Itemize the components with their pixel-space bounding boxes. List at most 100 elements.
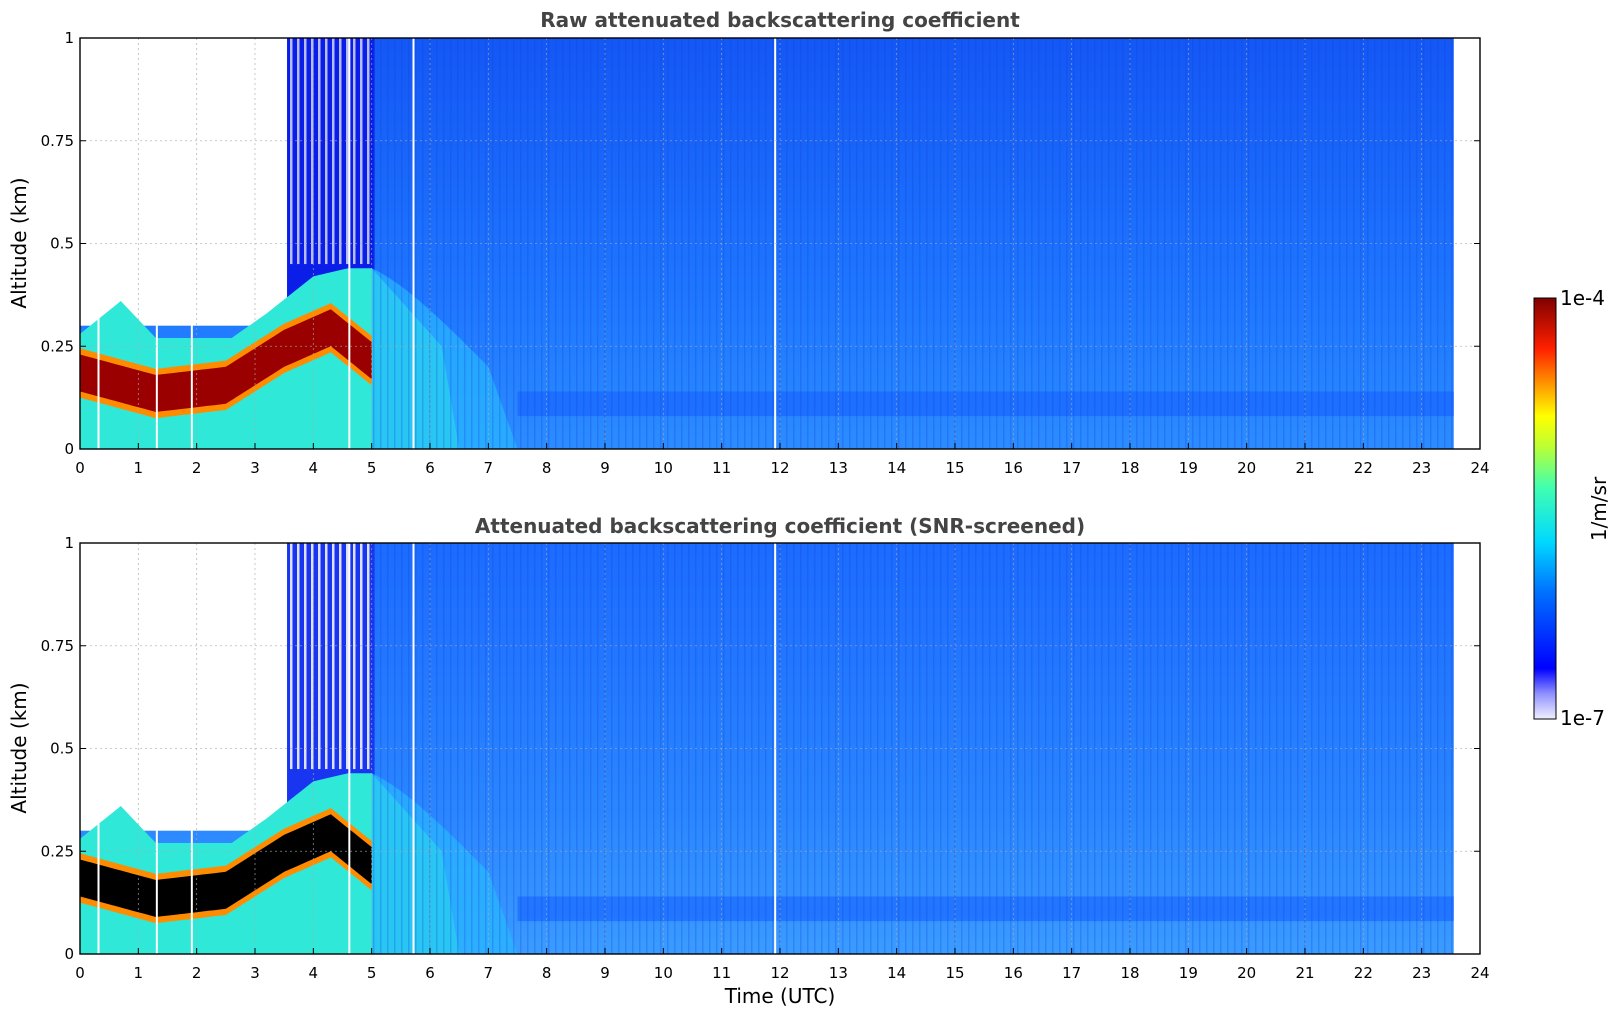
y-tick-label: 0.75 (41, 132, 74, 150)
x-axis-label: Time (UTC) (724, 984, 836, 1008)
x-axis: 0 1 2 3 4 5 6 7 8 9 10 11 12 13 14 15 16 17 18 19 20 21 22 23 24 (75, 443, 1490, 477)
y-axis: 0 0.25 0.5 0.75 1 (41, 534, 1480, 963)
x-tick-label: 11 (712, 964, 731, 982)
noise-gap (318, 543, 321, 770)
aerosol-layer-core (80, 814, 372, 917)
x-tick-label: 21 (1295, 459, 1314, 477)
dropout-line (348, 543, 351, 954)
noise-gap (297, 38, 300, 265)
x-tick-label: 9 (600, 964, 610, 982)
y-tick-label: 0.5 (50, 235, 74, 253)
x-tick-label: 2 (192, 459, 202, 477)
noise-gap (290, 543, 293, 770)
noise-gap (332, 543, 335, 770)
y-axis: 0 0.25 0.5 0.75 1 (41, 29, 1480, 458)
y-tick-label: 1 (64, 534, 74, 552)
x-tick-label: 11 (712, 459, 731, 477)
x-tick-label: 12 (770, 459, 789, 477)
x-tick-label: 5 (367, 459, 377, 477)
x-tick-label: 4 (309, 459, 319, 477)
dropout-line (412, 38, 415, 449)
noise-gap (360, 38, 363, 265)
x-tick-label: 10 (654, 964, 673, 982)
x-tick-label: 19 (1179, 459, 1198, 477)
x-tick-label: 6 (425, 964, 435, 982)
panel-title: Raw attenuated backscattering coefficien… (540, 8, 1020, 32)
noise-gap (325, 543, 328, 770)
panel-title: Attenuated backscattering coefficient (S… (475, 514, 1085, 538)
x-tick-label: 0 (75, 459, 85, 477)
x-tick-label: 17 (1062, 964, 1081, 982)
colorbar-gradient (1533, 297, 1557, 720)
x-tick-label: 7 (484, 459, 494, 477)
x-tick-label: 8 (542, 964, 552, 982)
x-tick-label: 14 (887, 964, 906, 982)
colorbar-max-label: 1e-4 (1560, 286, 1605, 310)
texture (371, 543, 1454, 954)
no-signal-region (80, 38, 288, 326)
x-tick-label: 19 (1179, 964, 1198, 982)
dropout-line (97, 543, 100, 954)
noise-gap (339, 38, 342, 265)
x-tick-label: 24 (1470, 459, 1489, 477)
x-tick-label: 24 (1470, 964, 1489, 982)
x-tick-label: 15 (945, 964, 964, 982)
noise-gap (318, 38, 321, 265)
no-signal-region (80, 543, 288, 831)
x-tick-label: 9 (600, 459, 610, 477)
noise-gap (311, 543, 314, 770)
noise-gap (311, 38, 314, 265)
x-tick-label: 22 (1354, 964, 1373, 982)
x-tick-label: 21 (1295, 964, 1314, 982)
dropout-line (97, 38, 100, 449)
x-tick-label: 16 (1004, 459, 1023, 477)
x-tick-label: 17 (1062, 459, 1081, 477)
y-tick-label: 0.5 (50, 740, 74, 758)
x-axis: 0 1 2 3 4 5 6 7 8 9 10 11 12 13 14 15 16 17 18 19 20 21 22 23 24 (75, 948, 1490, 982)
noise-gap (353, 38, 356, 265)
x-tick-label: 0 (75, 964, 85, 982)
texture (371, 38, 1454, 449)
dropout-line (412, 543, 415, 954)
noise-gap (367, 38, 370, 265)
x-tick-label: 20 (1237, 964, 1256, 982)
noise-gap (325, 38, 328, 265)
y-axis-label: Altitude (km) (7, 682, 31, 813)
x-tick-label: 16 (1004, 964, 1023, 982)
x-tick-label: 18 (1120, 964, 1139, 982)
x-tick-label: 3 (250, 964, 260, 982)
noise-gap (332, 38, 335, 265)
y-tick-label: 1 (64, 29, 74, 47)
y-tick-label: 0.25 (41, 842, 74, 860)
x-tick-label: 1 (134, 964, 144, 982)
colorbar-unit-label: 1/m/sr (1587, 476, 1611, 541)
noise-gap (304, 543, 307, 770)
noise-gap (346, 543, 349, 770)
x-tick-label: 3 (250, 459, 260, 477)
x-tick-label: 20 (1237, 459, 1256, 477)
x-tick-label: 23 (1412, 964, 1431, 982)
noise-gap (339, 543, 342, 770)
noise-gap (290, 38, 293, 265)
x-tick-label: 10 (654, 459, 673, 477)
x-tick-label: 12 (770, 964, 789, 982)
x-tick-label: 15 (945, 459, 964, 477)
y-tick-label: 0.75 (41, 637, 74, 655)
y-axis-label: Altitude (km) (7, 177, 31, 308)
noise-gap (304, 38, 307, 265)
noise-gap (353, 543, 356, 770)
x-tick-label: 4 (309, 964, 319, 982)
x-tick-label: 1 (134, 459, 144, 477)
aerosol-layer-core (80, 309, 372, 412)
x-tick-label: 13 (829, 459, 848, 477)
noise-gap (367, 543, 370, 770)
y-tick-label: 0 (64, 440, 74, 458)
x-tick-label: 14 (887, 459, 906, 477)
x-tick-label: 5 (367, 964, 377, 982)
noise-gap (297, 543, 300, 770)
x-tick-label: 18 (1120, 459, 1139, 477)
x-tick-label: 13 (829, 964, 848, 982)
x-tick-label: 2 (192, 964, 202, 982)
x-tick-label: 8 (542, 459, 552, 477)
